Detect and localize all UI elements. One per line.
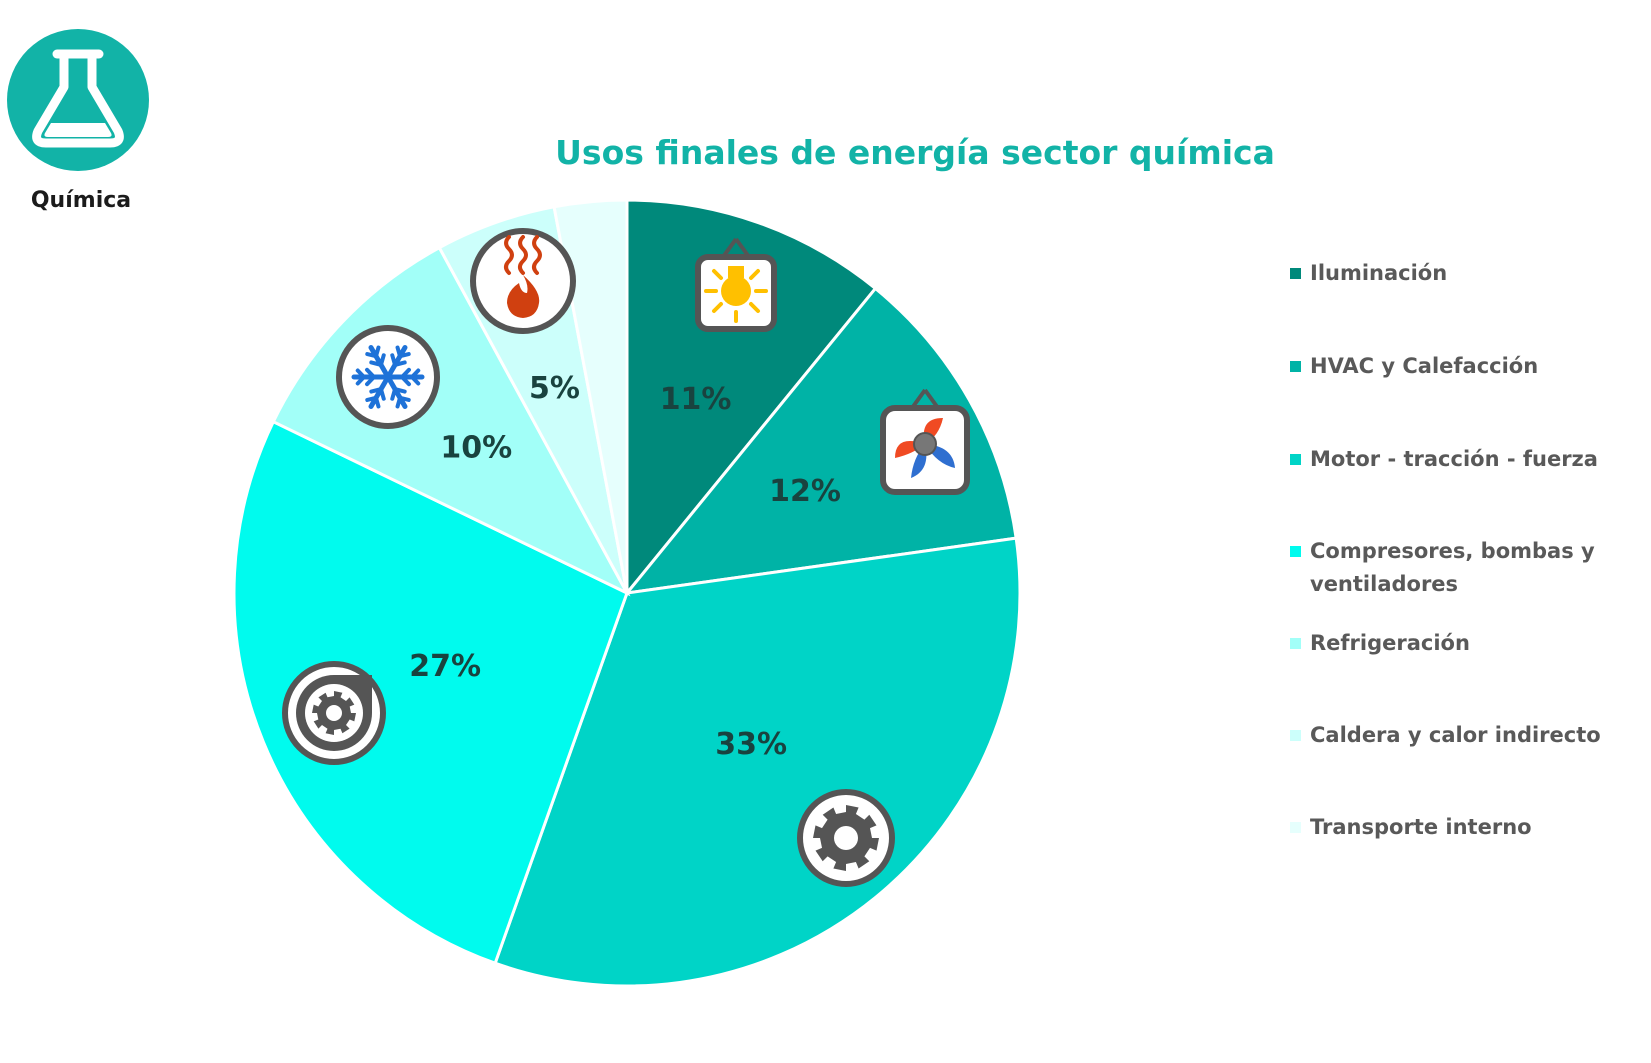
chart-title: Usos finales de energía sector química xyxy=(555,133,1275,172)
slice-value-label: 10% xyxy=(440,431,512,466)
legend-label: Compresores, bombas y ventiladores xyxy=(1310,539,1595,596)
legend-label: Iluminación xyxy=(1310,261,1448,285)
light-bulb-icon xyxy=(695,237,777,332)
gear-icon xyxy=(797,789,895,887)
sector-label: Química xyxy=(30,188,132,213)
legend-label: Caldera y calor indirecto xyxy=(1310,723,1601,747)
legend-swatch xyxy=(1290,638,1301,649)
legend-swatch xyxy=(1290,361,1301,372)
pie-slice-3 xyxy=(493,536,1022,988)
legend-label: HVAC y Calefacción xyxy=(1310,354,1539,378)
snowflake-icon xyxy=(336,325,440,429)
legend-swatch xyxy=(1290,454,1301,465)
chemistry-logo xyxy=(5,27,151,173)
pie-slice-4 xyxy=(232,419,629,966)
legend-swatch xyxy=(1290,822,1301,833)
slice-value-label: 11% xyxy=(660,382,732,417)
legend-label: Transporte interno xyxy=(1310,815,1532,839)
legend-swatch xyxy=(1290,268,1301,279)
slice-value-label: 27% xyxy=(409,649,481,684)
flame-icon xyxy=(470,228,576,334)
fan-icon xyxy=(880,388,970,495)
pie-slice-1 xyxy=(625,198,878,598)
legend-swatch xyxy=(1290,730,1301,741)
slice-value-label: 12% xyxy=(769,474,841,509)
legend-swatch xyxy=(1290,546,1301,557)
legend-label: Motor - tracción - fuerza xyxy=(1310,447,1598,471)
flask-icon xyxy=(7,29,149,171)
slice-value-label: 5% xyxy=(529,371,580,406)
slice-value-label: 33% xyxy=(715,727,787,762)
legend-label: Refrigeración xyxy=(1310,631,1470,655)
pie-slice-2 xyxy=(623,286,1018,596)
pump-icon xyxy=(282,661,386,765)
